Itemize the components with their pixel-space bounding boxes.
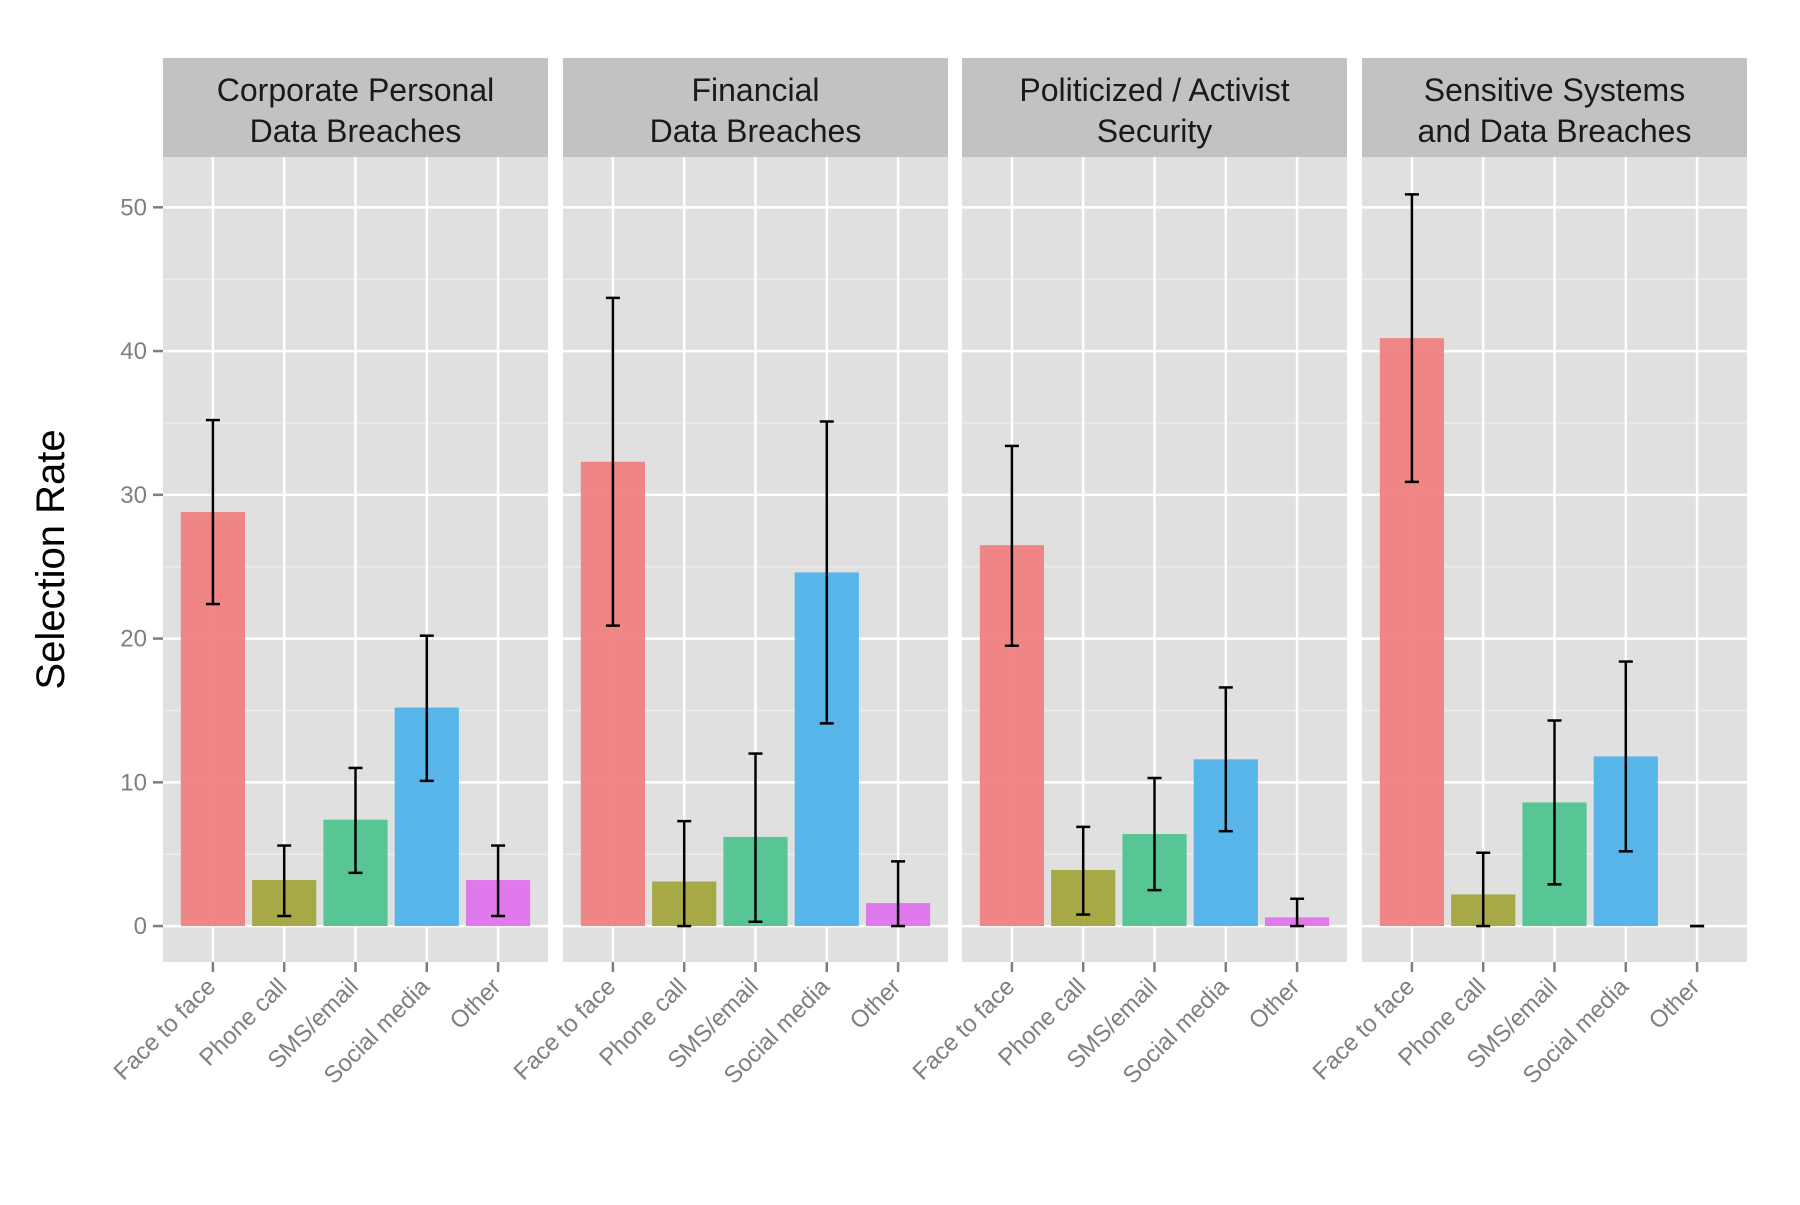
panel-title-line: Security	[1097, 113, 1213, 149]
panel-title-line: Financial	[691, 72, 819, 108]
x-tick-label: Face to face	[1308, 973, 1420, 1085]
x-tick-label: Other	[445, 973, 507, 1035]
panel-title-line: and Data Breaches	[1418, 113, 1692, 149]
panel-title-line: Sensitive Systems	[1424, 72, 1685, 108]
panel-4: Sensitive Systems and Data Breaches Face t…	[1308, 58, 1747, 1089]
x-tick-label: Face to face	[908, 973, 1020, 1085]
panel-title-line: Data Breaches	[650, 113, 862, 149]
y-tick-label: 50	[120, 194, 147, 221]
y-tick-label: 40	[120, 338, 147, 365]
x-tick-label: Face to face	[509, 973, 621, 1085]
panel-3: Politicized / Activist Security Face to fa…	[908, 58, 1347, 1089]
x-tick-label: Other	[1244, 973, 1306, 1035]
x-tick-label: Other	[1644, 973, 1706, 1035]
y-tick-label: 20	[120, 626, 147, 653]
y-axis-title: Selection Rate	[29, 429, 73, 689]
x-tick-label: Face to face	[109, 973, 221, 1085]
panel-1: Corporate Personal Data Breaches Face to f…	[109, 58, 548, 1089]
panel-title-line: Politicized / Activist	[1019, 72, 1289, 108]
y-tick-label: 0	[134, 913, 147, 940]
panel-title-line: Corporate Personal	[217, 72, 494, 108]
y-tick-label: 10	[120, 769, 147, 796]
panel-title-line: Data Breaches	[250, 113, 462, 149]
x-tick-label: Other	[845, 973, 907, 1035]
y-tick-label: 30	[120, 482, 147, 509]
